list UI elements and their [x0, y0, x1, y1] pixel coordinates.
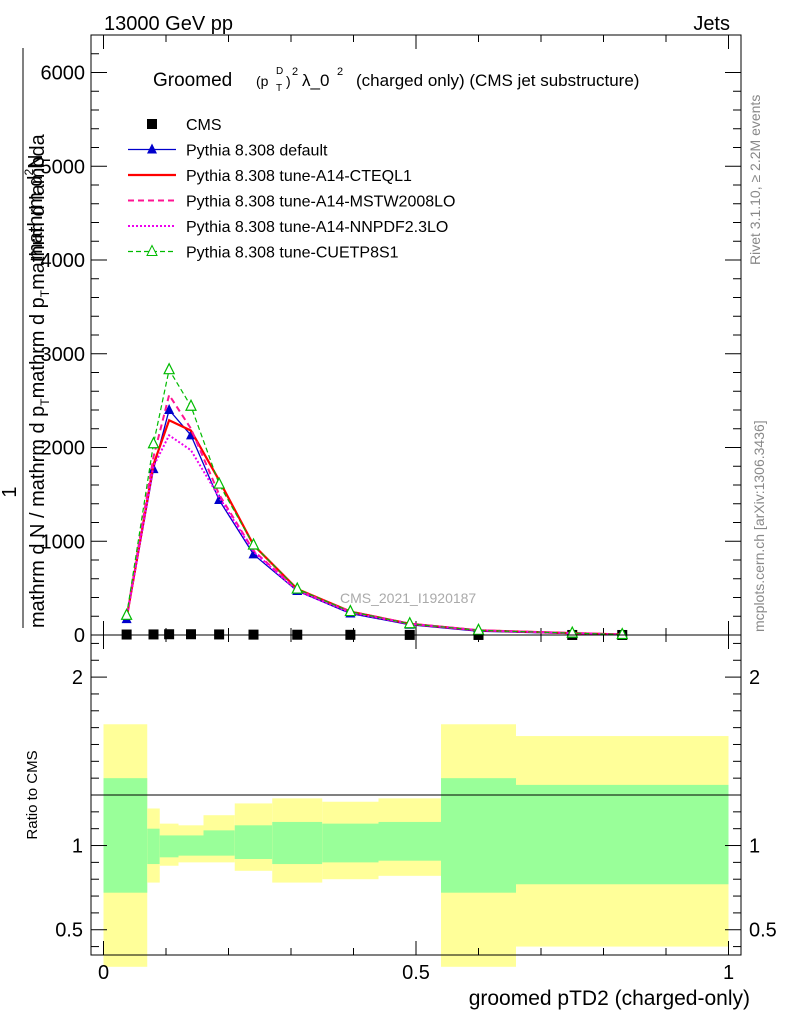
- cuetp-marker: [616, 627, 629, 640]
- title-close: ): [286, 73, 291, 89]
- ratio-y-tick-label-right: 0.5: [749, 920, 777, 942]
- title-sq2: 2: [337, 66, 343, 78]
- main-y-axis-title: 1 mathrm d2N mathrm d N / mathrm d pTmat…: [0, 48, 52, 628]
- ylabel-top: mathrm d2N: [22, 154, 47, 260]
- title-sub-t: T: [276, 83, 282, 94]
- ratio-y-tick-label: 0.5: [55, 920, 83, 942]
- ratio-band-green: [203, 830, 235, 856]
- ratio-axes: 0.5 0.5 1 1 2 2 0 0.5 1: [55, 635, 777, 984]
- y-tick-label: 6000: [41, 63, 86, 85]
- main-title: Groomed (p D T ) 2 λ_0 2 (charged only) …: [153, 66, 639, 94]
- ylabel-b2-sub: T: [38, 289, 52, 297]
- y-tick-label: 2000: [41, 438, 86, 460]
- ratio-y-title: Ratio to CMS: [24, 750, 41, 839]
- legend: CMS Pythia 8.308 default Pythia 8.308 tune…: [128, 117, 455, 262]
- legend-label: Pythia 8.308 default: [186, 143, 328, 160]
- ratio-y-tick-label: 1: [72, 836, 83, 858]
- legend-marker-default: [147, 143, 157, 154]
- cuetp-marker: [247, 537, 260, 550]
- legend-label: CMS: [186, 117, 222, 134]
- cms-data-point: [148, 629, 159, 640]
- cuetp-marker: [213, 476, 226, 489]
- default-marker: [164, 404, 175, 414]
- cuetp-marker: [120, 607, 133, 620]
- series-line-mstw: [125, 392, 623, 636]
- ratio-band-green: [322, 823, 379, 863]
- ratio-x-tick-label: 0: [98, 962, 109, 984]
- mcplots-label: mcplots.cern.ch [arXiv:1306.3436]: [751, 420, 767, 632]
- ratio-band-green: [516, 784, 729, 885]
- cms-data-point: [186, 629, 196, 640]
- main-series-layer: [120, 362, 629, 640]
- ylabel-b3: mathrm d lambda: [27, 133, 49, 289]
- y-tick-label: 4000: [41, 250, 86, 272]
- cuetp-marker: [344, 604, 357, 617]
- ratio-x-tick-label: 0.5: [402, 962, 430, 984]
- ylabel-top-n: N: [25, 154, 47, 168]
- rivet-label: Rivet 3.1.10, ≥ 2.2M events: [747, 95, 763, 265]
- y-tick-label: 3000: [41, 344, 86, 366]
- ylabel-numerator: 1: [0, 486, 21, 497]
- cuetp-marker: [291, 581, 304, 594]
- ylabel-b1: mathrm d N / mathrm d p: [27, 406, 49, 628]
- ratio-band-green: [441, 778, 516, 893]
- ratio-x-tick-label: 1: [723, 962, 734, 984]
- ylabel-bottom: mathrm d N / mathrm d pTmathrm d pTmathr…: [27, 133, 52, 628]
- ratio-band-green: [178, 835, 204, 856]
- ratio-bands-layer: [103, 724, 729, 967]
- ratio-y-tick-label-right: 2: [749, 667, 760, 689]
- ylabel-b1-sub: T: [38, 398, 52, 406]
- ratio-band-green: [272, 821, 323, 865]
- legend-label: Pythia 8.308 tune-A14-MSTW2008LO: [186, 194, 455, 211]
- y-tick-label: 1000: [41, 531, 86, 553]
- legend-label: Pythia 8.308 tune-CUETP8S1: [186, 245, 399, 262]
- cuetp-marker: [403, 616, 416, 629]
- default-marker: [214, 494, 225, 504]
- legend-label: Pythia 8.308 tune-A14-NNPDF2.3LO: [186, 219, 448, 236]
- cuetp-marker: [147, 436, 160, 449]
- ratio-y-tick-label-right: 1: [749, 836, 760, 858]
- legend-marker-cuetp: [146, 244, 158, 256]
- header-energy: 13000 GeV pp: [104, 13, 233, 35]
- cuetp-marker: [163, 362, 176, 375]
- title-sq: 2: [292, 66, 298, 78]
- title-sup-d: D: [276, 66, 283, 77]
- cuetp-marker: [472, 622, 485, 635]
- y-tick-label: 5000: [41, 156, 86, 178]
- title-rest: (charged only) (CMS jet substructure): [356, 71, 639, 90]
- header-jets: Jets: [693, 13, 730, 35]
- ratio-band-green: [147, 828, 160, 865]
- series-line-cuetp: [126, 368, 623, 636]
- ratio-band-green: [159, 835, 179, 858]
- title-p: (p: [256, 73, 269, 89]
- ratio-x-title: groomed pTD2 (charged-only): [469, 987, 750, 1010]
- legend-marker-cms: [147, 119, 157, 129]
- ratio-band-green: [378, 821, 441, 861]
- legend-label: Pythia 8.308 tune-A14-CTEQL1: [186, 168, 412, 185]
- ylabel-top-sup: 2: [22, 169, 36, 176]
- cuetp-marker: [185, 398, 197, 411]
- main-y-axis: 0 1000 2000 3000 4000 5000 6000: [41, 35, 741, 647]
- cms-data-point: [164, 629, 175, 640]
- watermark: CMS_2021_I1920187: [340, 590, 476, 606]
- ylabel-top-md: mathrm d: [25, 176, 47, 260]
- cms-data-point: [214, 629, 225, 640]
- y-tick-label: 0: [74, 625, 85, 647]
- title-lambda: λ_0: [302, 71, 329, 90]
- title-groomed: Groomed: [153, 70, 232, 91]
- ratio-band-green: [234, 825, 273, 859]
- default-marker: [248, 548, 259, 559]
- ylabel-b2: mathrm d p: [27, 297, 49, 398]
- ratio-y-tick-label: 2: [72, 667, 83, 689]
- ratio-band-green: [103, 778, 148, 893]
